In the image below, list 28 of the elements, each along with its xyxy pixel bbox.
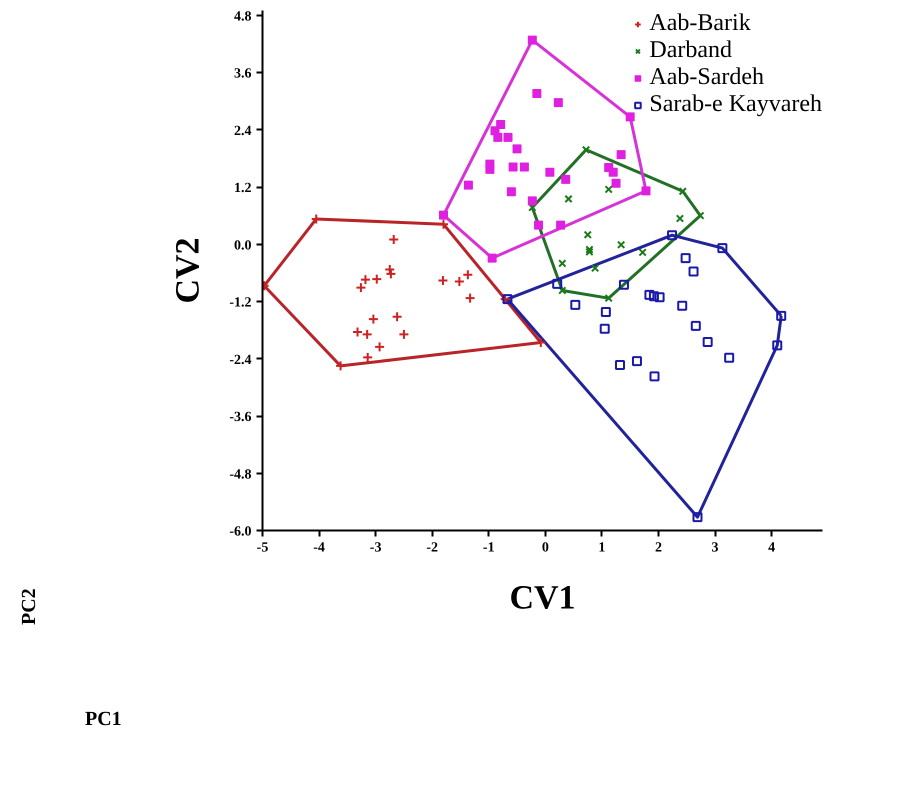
y-tick-label: 3.6 — [234, 66, 252, 82]
text: PC2 — [17, 588, 41, 625]
x-tick-label: -4 — [313, 540, 325, 556]
x-tick-label: 1 — [598, 540, 606, 556]
y-axis-title: CV2 — [169, 237, 206, 304]
x-tick-label: -3 — [370, 540, 382, 556]
y-tick-label: 2.4 — [234, 124, 252, 139]
x-tick-label: 0 — [542, 540, 549, 556]
x-tick-label: -5 — [256, 540, 268, 556]
x-tick-label: -2 — [426, 540, 438, 556]
x-axis-title: CV1 — [509, 580, 576, 616]
x-tick-label: -1 — [482, 540, 495, 556]
y-tick-label: -1.2 — [229, 296, 252, 311]
legend-label: Sarab-e Kayvareh — [649, 91, 822, 118]
x-tick-label: 2 — [654, 540, 662, 556]
y-tick-label: 4.8 — [234, 9, 252, 24]
y-tick-label: -4.8 — [229, 467, 252, 482]
text: PC1 — [85, 707, 122, 732]
y-tick-label: -6.0 — [229, 524, 252, 540]
y-tick-label: -2.4 — [229, 352, 252, 368]
y-tick-label: 0.0 — [234, 238, 252, 254]
y-tick-label: -3.6 — [229, 410, 252, 426]
legend-label: Darband — [649, 37, 732, 64]
legend-label: Aab-Barik — [649, 10, 751, 37]
legend-label: Aab-Sardeh — [649, 64, 764, 91]
y-tick-label: 1.2 — [234, 181, 252, 196]
x-tick-label: 4 — [768, 540, 776, 556]
x-tick-label: 3 — [712, 540, 719, 556]
